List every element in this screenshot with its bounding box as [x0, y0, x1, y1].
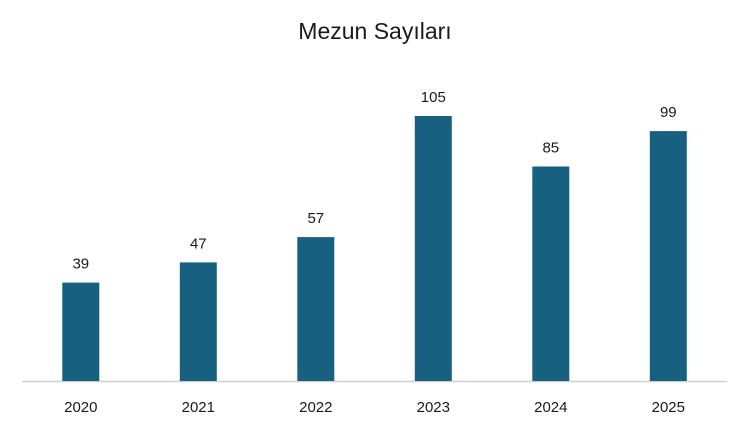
- bar-2024: [532, 166, 570, 381]
- bar-2022: [297, 237, 335, 381]
- x-tick-label-2025: 2025: [652, 399, 685, 416]
- bar-2025: [649, 131, 687, 381]
- data-label-2020: 39: [72, 256, 89, 273]
- chart-title: Mezun Sayıları: [298, 18, 452, 44]
- bar-2023: [414, 116, 452, 381]
- x-tick-label-2020: 2020: [64, 399, 97, 416]
- bar-2020: [62, 282, 100, 381]
- bar-2021: [179, 262, 217, 381]
- data-label-2021: 47: [190, 235, 207, 252]
- x-tick-label-2021: 2021: [182, 399, 215, 416]
- data-label-2024: 85: [542, 140, 559, 157]
- data-label-2022: 57: [307, 210, 324, 227]
- data-label-2025: 99: [660, 104, 677, 121]
- x-tick-label-2022: 2022: [299, 399, 332, 416]
- x-tick-label-2023: 2023: [417, 399, 450, 416]
- x-tick-label-2024: 2024: [534, 399, 567, 416]
- data-label-2023: 105: [421, 89, 446, 106]
